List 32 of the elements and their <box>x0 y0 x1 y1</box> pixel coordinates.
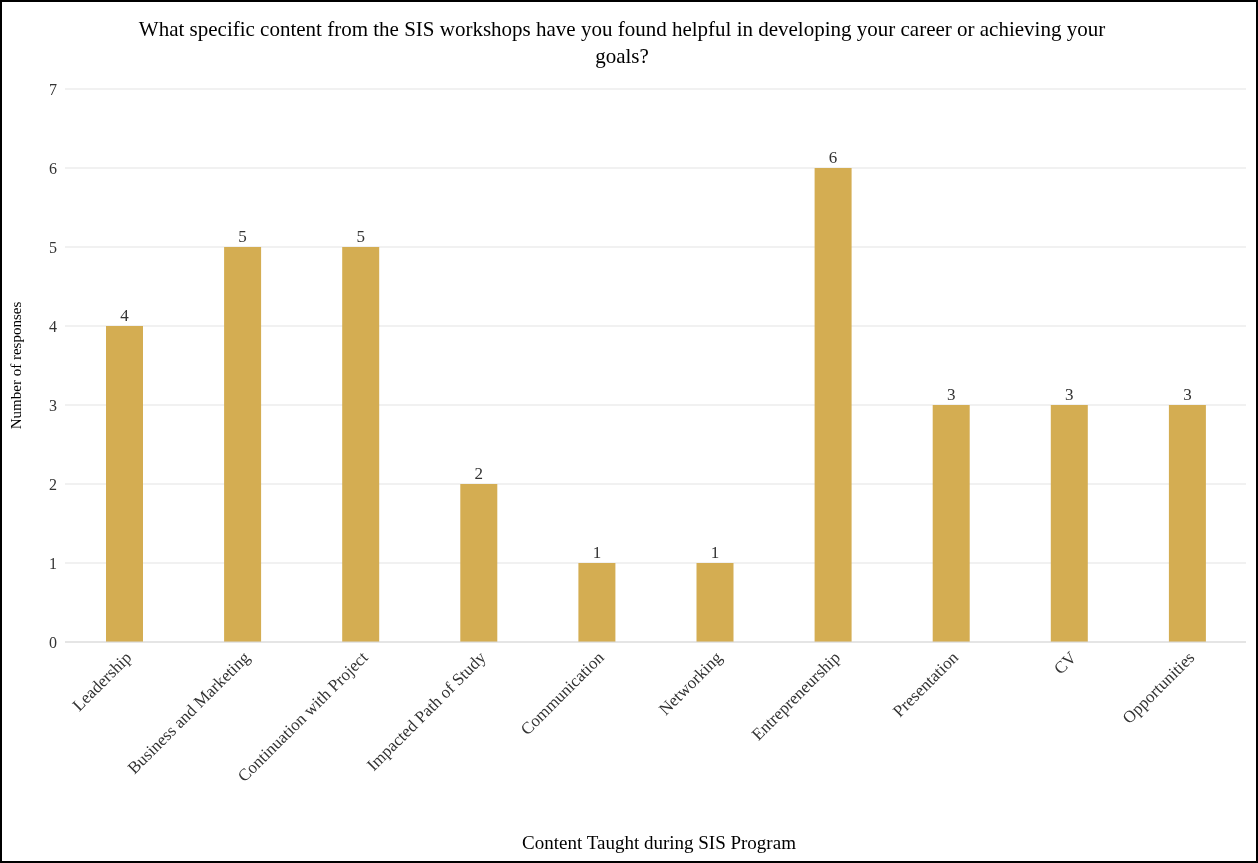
y-tick-label: 3 <box>49 396 57 414</box>
chart-title: What specific content from the SIS workshops have you found helpful in developing your career or achieving your goals? <box>137 16 1107 70</box>
bar <box>460 484 498 642</box>
x-tick-label: CV <box>1050 647 1081 679</box>
y-tick-label: 1 <box>49 554 57 572</box>
bar <box>106 326 143 642</box>
data-label: 3 <box>1183 385 1192 404</box>
bar <box>1168 405 1206 642</box>
y-tick-label: 2 <box>49 475 57 493</box>
data-label: 1 <box>592 543 602 562</box>
x-axis-title: Content Taught during SIS Program <box>521 832 797 854</box>
y-tick-label: 0 <box>49 633 57 651</box>
data-label: 2 <box>474 464 484 483</box>
data-label: 5 <box>238 227 247 246</box>
y-tick-label: 7 <box>49 80 57 98</box>
data-label: 4 <box>120 306 130 325</box>
data-label: 3 <box>1065 385 1074 404</box>
data-label: 6 <box>828 148 838 167</box>
y-tick-label: 5 <box>49 238 57 256</box>
bar <box>814 168 852 642</box>
y-tick-label: 4 <box>49 317 57 335</box>
bar <box>1050 405 1088 642</box>
y-tick-label: 6 <box>49 159 57 177</box>
y-axis-title: Number of responses <box>8 301 25 430</box>
data-label: 5 <box>356 227 365 246</box>
bar <box>578 563 616 642</box>
bar <box>224 247 262 642</box>
bar <box>696 563 734 642</box>
bar <box>932 405 970 642</box>
data-label: 3 <box>946 385 956 404</box>
data-label: 1 <box>710 543 720 562</box>
bar <box>342 247 380 642</box>
